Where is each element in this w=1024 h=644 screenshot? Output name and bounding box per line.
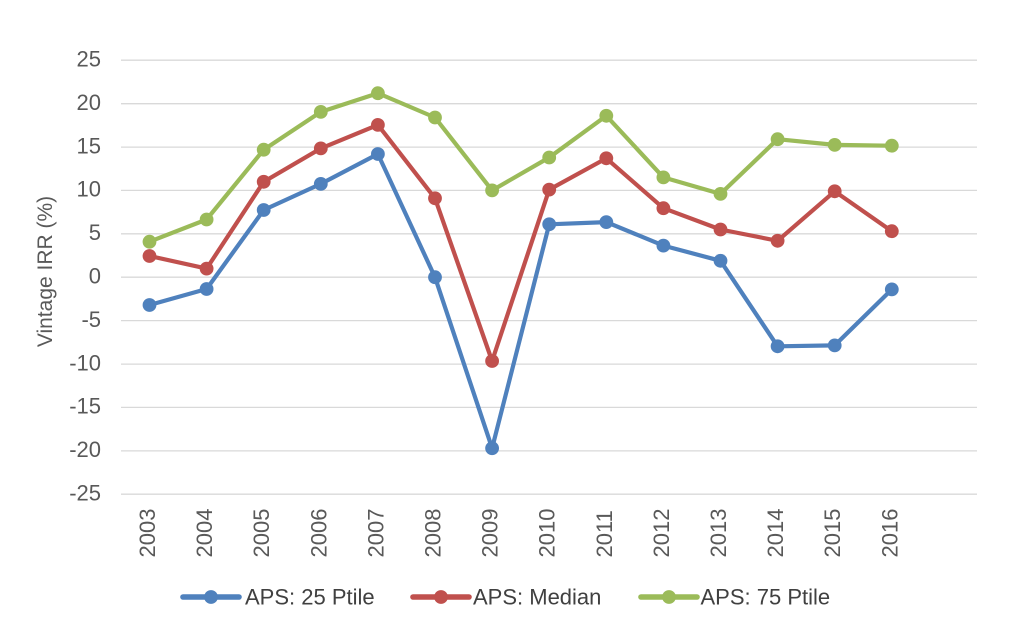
svg-text:2010: 2010 (535, 509, 560, 558)
svg-text:25: 25 (77, 47, 101, 72)
svg-text:2013: 2013 (706, 509, 731, 558)
svg-text:Vintage IRR (%): Vintage IRR (%) (34, 196, 57, 347)
svg-text:APS: 75 Ptile: APS: 75 Ptile (701, 585, 831, 610)
svg-text:0: 0 (89, 264, 101, 289)
svg-text:2016: 2016 (877, 509, 902, 558)
svg-text:15: 15 (77, 133, 101, 158)
svg-text:2007: 2007 (363, 509, 388, 558)
svg-text:2015: 2015 (820, 509, 845, 558)
svg-text:-20: -20 (69, 437, 101, 462)
svg-text:2006: 2006 (306, 509, 331, 558)
svg-text:-10: -10 (69, 350, 101, 375)
svg-text:-5: -5 (81, 307, 101, 332)
svg-text:APS: 25 Ptile: APS: 25 Ptile (245, 585, 375, 610)
svg-text:2014: 2014 (763, 509, 788, 558)
svg-text:2008: 2008 (421, 509, 446, 558)
svg-text:5: 5 (89, 220, 101, 245)
svg-text:20: 20 (77, 90, 101, 115)
svg-text:2011: 2011 (592, 510, 617, 557)
svg-text:2005: 2005 (249, 509, 274, 558)
svg-text:-25: -25 (69, 481, 101, 506)
svg-text:2009: 2009 (478, 509, 503, 558)
svg-text:APS: Median: APS: Median (473, 585, 601, 610)
svg-text:2003: 2003 (135, 509, 160, 558)
svg-text:-15: -15 (69, 394, 101, 419)
svg-text:10: 10 (77, 177, 101, 202)
svg-text:2004: 2004 (192, 509, 217, 558)
svg-text:2012: 2012 (649, 509, 674, 558)
